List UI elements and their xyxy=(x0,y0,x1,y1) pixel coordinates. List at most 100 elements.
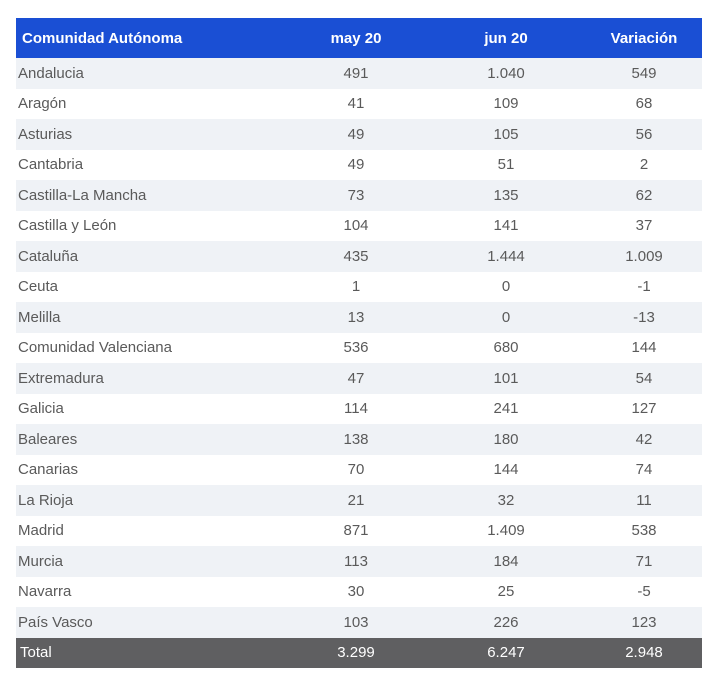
cell-variation: 56 xyxy=(586,119,702,150)
table-row: Canarias 70 144 74 xyxy=(16,455,702,486)
cell-region: Cataluña xyxy=(16,241,286,272)
cell-variation: 54 xyxy=(586,363,702,394)
cell-may: 113 xyxy=(286,546,426,577)
cell-region: País Vasco xyxy=(16,607,286,638)
cell-jun: 241 xyxy=(493,400,519,418)
cell-jun: 135 xyxy=(426,180,586,211)
cell-jun: 0 xyxy=(501,278,511,296)
cell-jun: 1.040 xyxy=(426,58,586,89)
table-row: Murcia 113 184 71 xyxy=(16,546,702,577)
cell-jun: 141 xyxy=(493,217,519,235)
cell-jun: 1.444 xyxy=(426,241,586,272)
table-row: Comunidad Valenciana 536 680 144 xyxy=(16,333,702,364)
cell-variation: -13 xyxy=(586,302,702,333)
cell-region: La Rioja xyxy=(16,485,286,516)
cell-variation: 144 xyxy=(631,339,657,357)
table-row: Melilla 13 0 -13 xyxy=(16,302,702,333)
cell-jun: 105 xyxy=(426,119,586,150)
table-row: La Rioja 21 32 11 xyxy=(16,485,702,516)
cell-may: 13 xyxy=(286,302,426,333)
cell-may: 138 xyxy=(286,424,426,455)
cell-variation: 123 xyxy=(586,607,702,638)
data-table: Comunidad Autónoma may 20 jun 20 Variaci… xyxy=(16,18,702,668)
cell-variation: 2 xyxy=(639,156,649,174)
cell-may: 47 xyxy=(286,363,426,394)
cell-variation: 71 xyxy=(586,546,702,577)
table-row: Cataluña 435 1.444 1.009 xyxy=(16,241,702,272)
cell-variation: 68 xyxy=(635,95,653,113)
cell-may: 21 xyxy=(286,485,426,516)
cell-jun: 184 xyxy=(426,546,586,577)
cell-region: Baleares xyxy=(16,424,286,455)
cell-region: Castilla y León xyxy=(18,217,117,235)
total-row: Total 3.299 6.247 2.948 xyxy=(16,637,702,668)
cell-variation: 549 xyxy=(586,58,702,89)
cell-region: Melilla xyxy=(16,302,286,333)
header-variation: Variación xyxy=(586,18,702,58)
table-row: Cantabria 49 51 2 xyxy=(16,150,702,181)
cell-region: Madrid xyxy=(18,522,64,540)
total-variation: 2.948 xyxy=(586,637,702,668)
cell-variation: 37 xyxy=(635,217,653,235)
cell-may: 49 xyxy=(347,156,365,174)
cell-jun: 101 xyxy=(426,363,586,394)
cell-jun: 180 xyxy=(426,424,586,455)
cell-region: Castilla-La Mancha xyxy=(16,180,286,211)
cell-jun: 109 xyxy=(493,95,519,113)
cell-variation: 74 xyxy=(635,461,653,479)
cell-may: 491 xyxy=(286,58,426,89)
table-row: Baleares 138 180 42 xyxy=(16,424,702,455)
cell-may: 49 xyxy=(286,119,426,150)
cell-variation: 11 xyxy=(586,485,702,516)
cell-may: 104 xyxy=(343,217,369,235)
header-row: Comunidad Autónoma may 20 jun 20 Variaci… xyxy=(16,18,702,58)
cell-jun: 1.409 xyxy=(487,522,525,540)
cell-may: 30 xyxy=(347,583,365,601)
cell-may: 41 xyxy=(347,95,365,113)
cell-region: Ceuta xyxy=(18,278,59,296)
table-row: Asturias 49 105 56 xyxy=(16,119,702,150)
table-row: Castilla-La Mancha 73 135 62 xyxy=(16,180,702,211)
table-row: Aragón 41 109 68 xyxy=(16,89,702,120)
total-jun: 6.247 xyxy=(426,637,586,668)
header-region: Comunidad Autónoma xyxy=(16,18,286,58)
header-may: may 20 xyxy=(286,18,426,58)
table-row: Andalucia 491 1.040 549 xyxy=(16,58,702,89)
table-row: Madrid 871 1.409 538 xyxy=(16,516,702,547)
cell-jun: 51 xyxy=(497,156,515,174)
cell-variation: 538 xyxy=(631,522,657,540)
cell-jun: 226 xyxy=(426,607,586,638)
cell-region: Murcia xyxy=(16,546,286,577)
table-row: Navarra 30 25 -5 xyxy=(16,577,702,608)
total-may: 3.299 xyxy=(286,637,426,668)
cell-region: Galicia xyxy=(18,400,64,418)
cell-may: 871 xyxy=(343,522,369,540)
total-label: Total xyxy=(16,637,286,668)
cell-region: Navarra xyxy=(18,583,72,601)
cell-variation: 127 xyxy=(631,400,657,418)
cell-region: Andalucia xyxy=(16,58,286,89)
cell-may: 73 xyxy=(286,180,426,211)
header-jun: jun 20 xyxy=(426,18,586,58)
cell-jun: 32 xyxy=(426,485,586,516)
cell-region: Cantabria xyxy=(18,156,84,174)
cell-region: Comunidad Valenciana xyxy=(18,339,172,357)
cell-may: 114 xyxy=(344,400,368,418)
table-row: Castilla y León 104 141 37 xyxy=(16,211,702,242)
cell-may: 536 xyxy=(343,339,369,357)
cell-region: Extremadura xyxy=(16,363,286,394)
table-row: Ceuta 1 0 -1 xyxy=(16,272,702,303)
table-row: Galicia 114 241 127 xyxy=(16,394,702,425)
cell-region: Canarias xyxy=(18,461,79,479)
cell-variation: -1 xyxy=(637,278,651,296)
cell-may: 1 xyxy=(351,278,361,296)
cell-variation: -5 xyxy=(637,583,651,601)
cell-variation: 1.009 xyxy=(586,241,702,272)
cell-variation: 42 xyxy=(586,424,702,455)
cell-variation: 62 xyxy=(586,180,702,211)
cell-jun: 0 xyxy=(426,302,586,333)
cell-region: Aragón xyxy=(18,95,67,113)
cell-jun: 680 xyxy=(493,339,519,357)
cell-region: Asturias xyxy=(16,119,286,150)
cell-may: 435 xyxy=(286,241,426,272)
